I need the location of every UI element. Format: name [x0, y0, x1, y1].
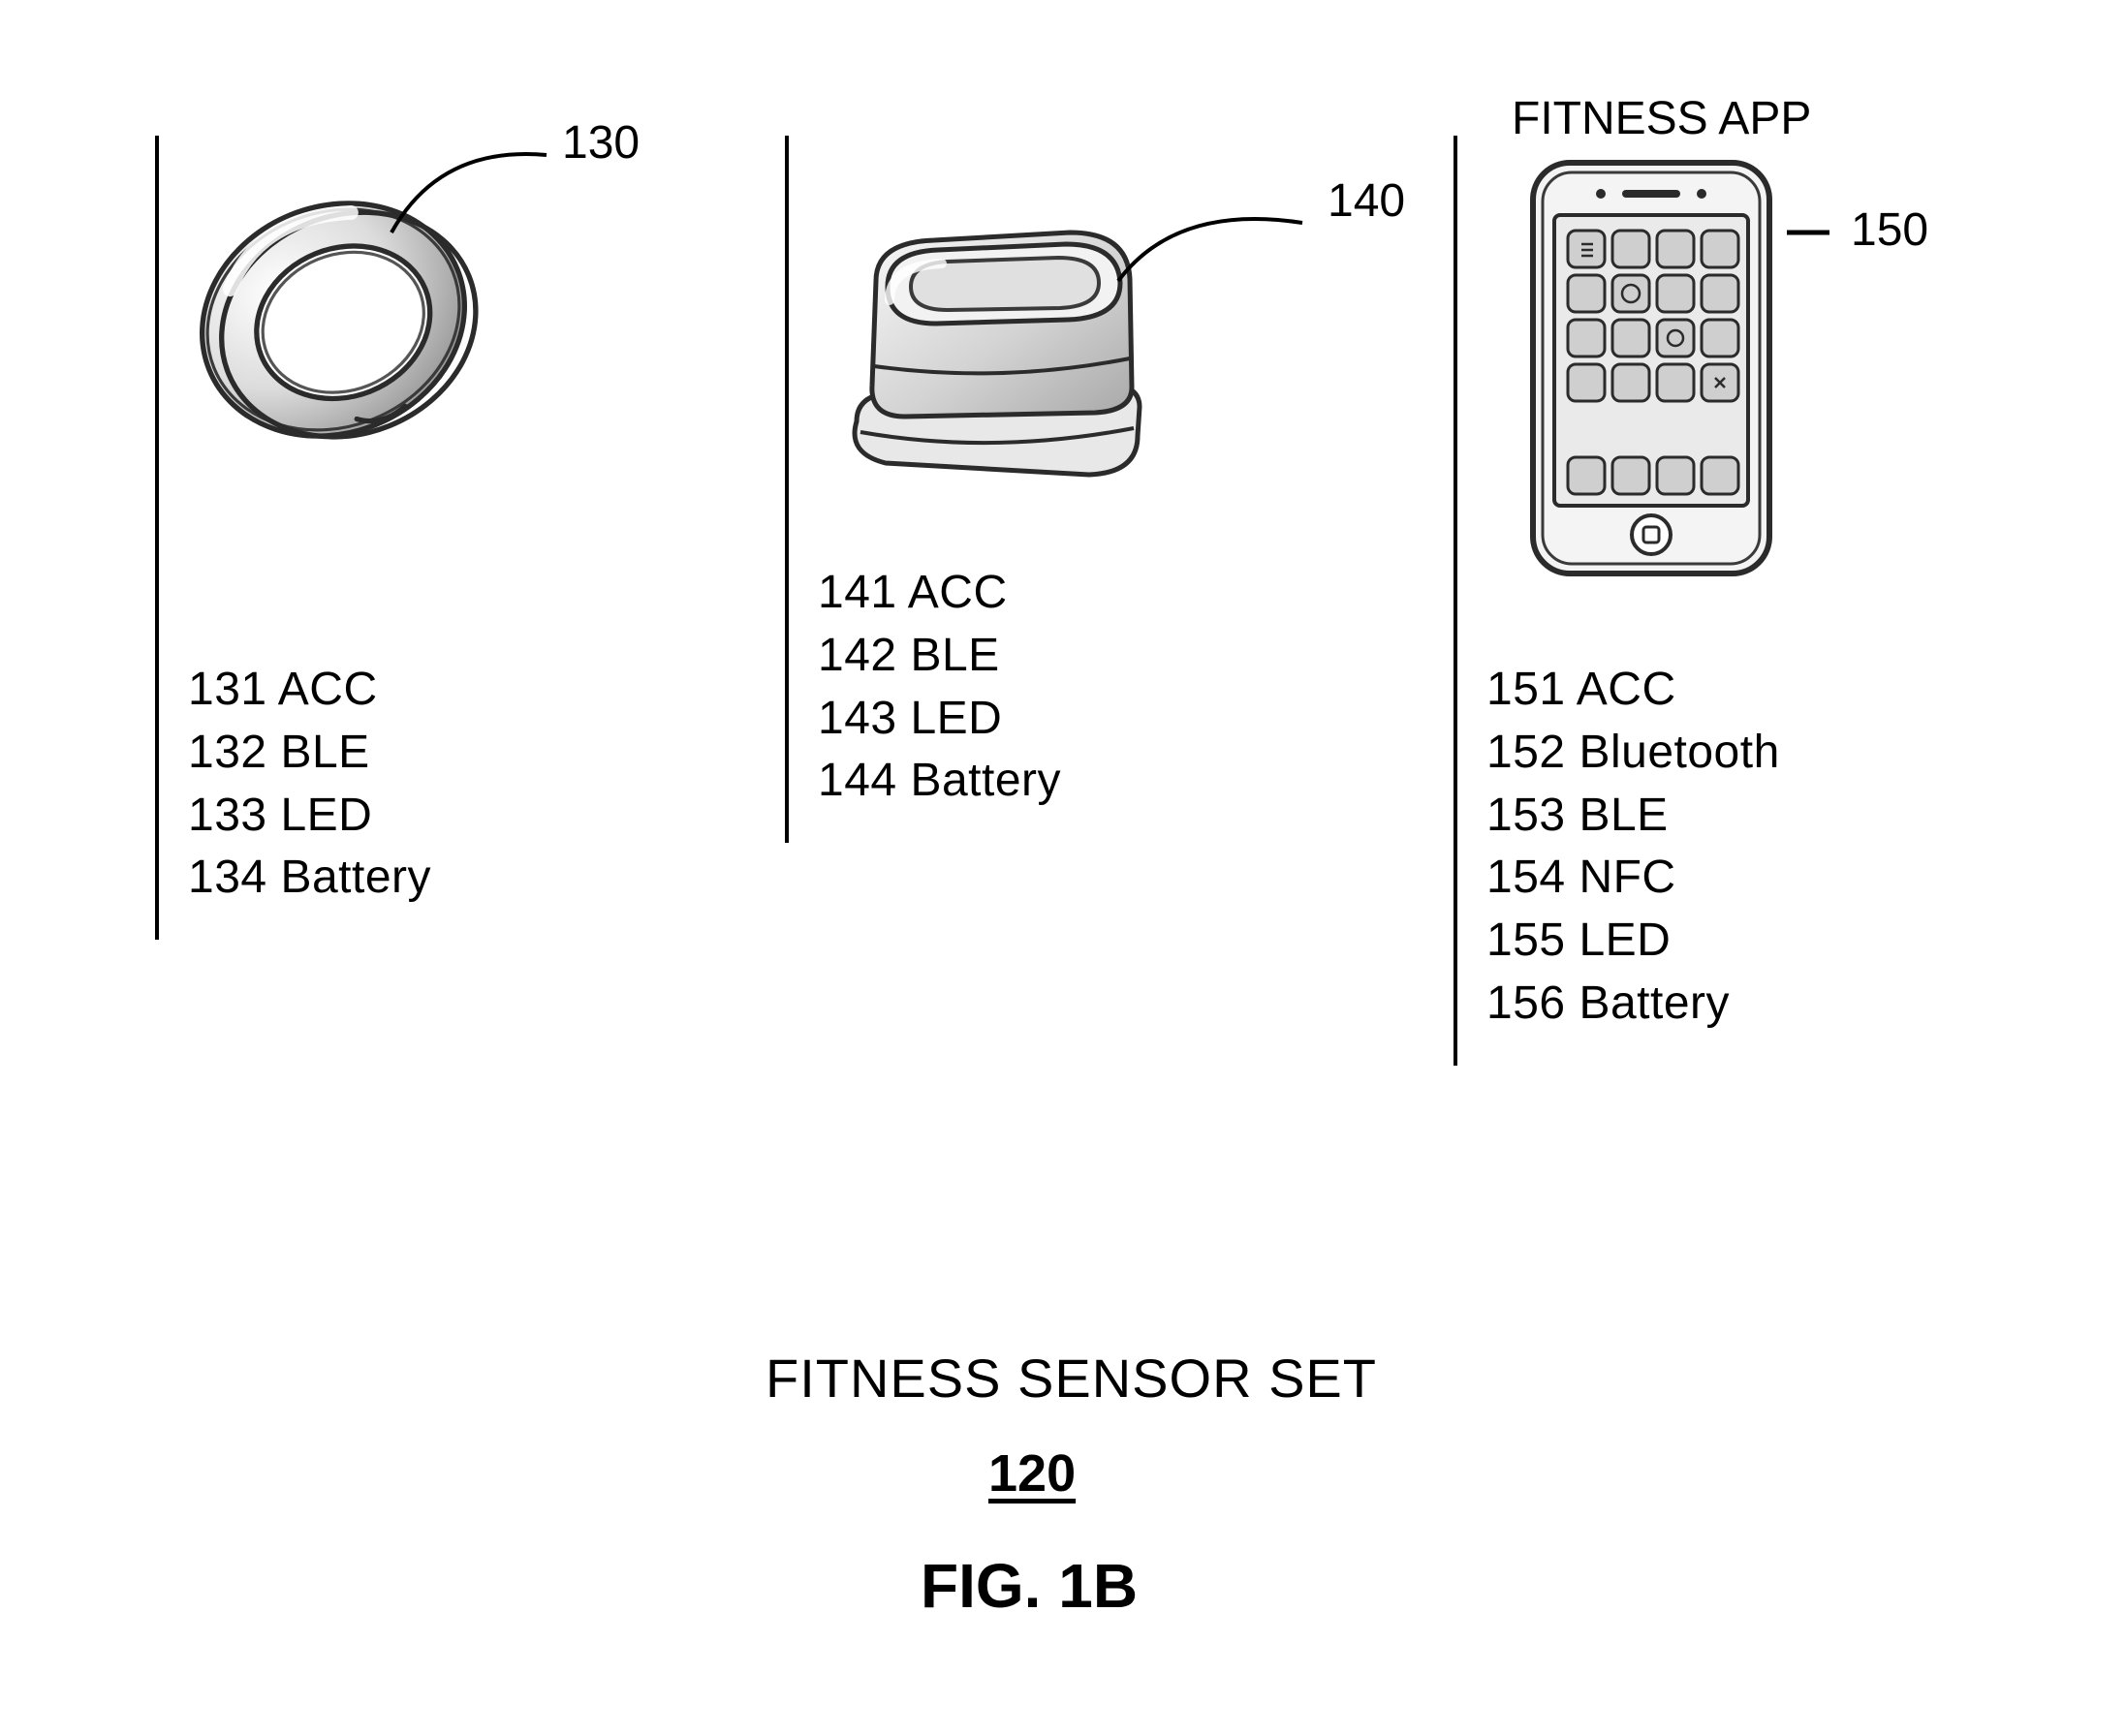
phone-illustration: [1525, 155, 1777, 581]
panel-pod: 141 ACC 142 BLE 143 LED 144 Battery: [785, 136, 1289, 843]
comp-142-name: BLE: [910, 630, 999, 681]
comp-154-name: NFC: [1579, 852, 1675, 903]
comp-151-name: ACC: [1577, 664, 1676, 715]
panel-ring: 131 ACC 132 BLE 133 LED 134 Battery: [155, 136, 659, 940]
comp-155-num: 155: [1486, 914, 1566, 966]
comp-132-num: 132: [188, 727, 267, 778]
comp-141-num: 141: [818, 567, 897, 618]
ring-component-list: 131 ACC 132 BLE 133 LED 134 Battery: [188, 659, 431, 910]
panel-phone: 151 ACC 152 Bluetooth 153 BLE 154 NFC 15…: [1454, 136, 1957, 1066]
comp-143-name: LED: [910, 693, 1002, 744]
comp-143-num: 143: [818, 693, 897, 744]
figure-label: FIG. 1B: [921, 1550, 1138, 1622]
comp-152-num: 152: [1486, 727, 1566, 778]
comp-144-num: 144: [818, 755, 897, 806]
comp-156-name: Battery: [1579, 977, 1730, 1029]
figure-set-title: FITNESS SENSOR SET: [766, 1347, 1377, 1410]
comp-156-num: 156: [1486, 977, 1566, 1029]
comp-152-name: Bluetooth: [1579, 727, 1779, 778]
pod-component-list: 141 ACC 142 BLE 143 LED 144 Battery: [818, 562, 1061, 813]
comp-141-name: ACC: [908, 567, 1008, 618]
comp-132-name: BLE: [280, 727, 369, 778]
leadline-140: [1109, 174, 1360, 310]
comp-144-name: Battery: [910, 755, 1061, 806]
comp-134-name: Battery: [280, 852, 431, 903]
ref-130: 130: [562, 116, 640, 170]
figure-ref-num: 120: [988, 1443, 1076, 1504]
ref-150: 150: [1851, 203, 1928, 257]
comp-131-num: 131: [188, 664, 267, 715]
ref-140: 140: [1328, 174, 1405, 228]
phone-component-list: 151 ACC 152 Bluetooth 153 BLE 154 NFC 15…: [1486, 659, 1780, 1036]
comp-151-num: 151: [1486, 664, 1566, 715]
comp-131-name: ACC: [278, 664, 378, 715]
comp-133-num: 133: [188, 790, 267, 841]
comp-134-num: 134: [188, 852, 267, 903]
comp-154-num: 154: [1486, 852, 1566, 903]
comp-142-num: 142: [818, 630, 897, 681]
comp-153-num: 153: [1486, 790, 1566, 841]
comp-155-name: LED: [1579, 914, 1671, 966]
comp-133-name: LED: [280, 790, 372, 841]
comp-153-name: BLE: [1579, 790, 1668, 841]
